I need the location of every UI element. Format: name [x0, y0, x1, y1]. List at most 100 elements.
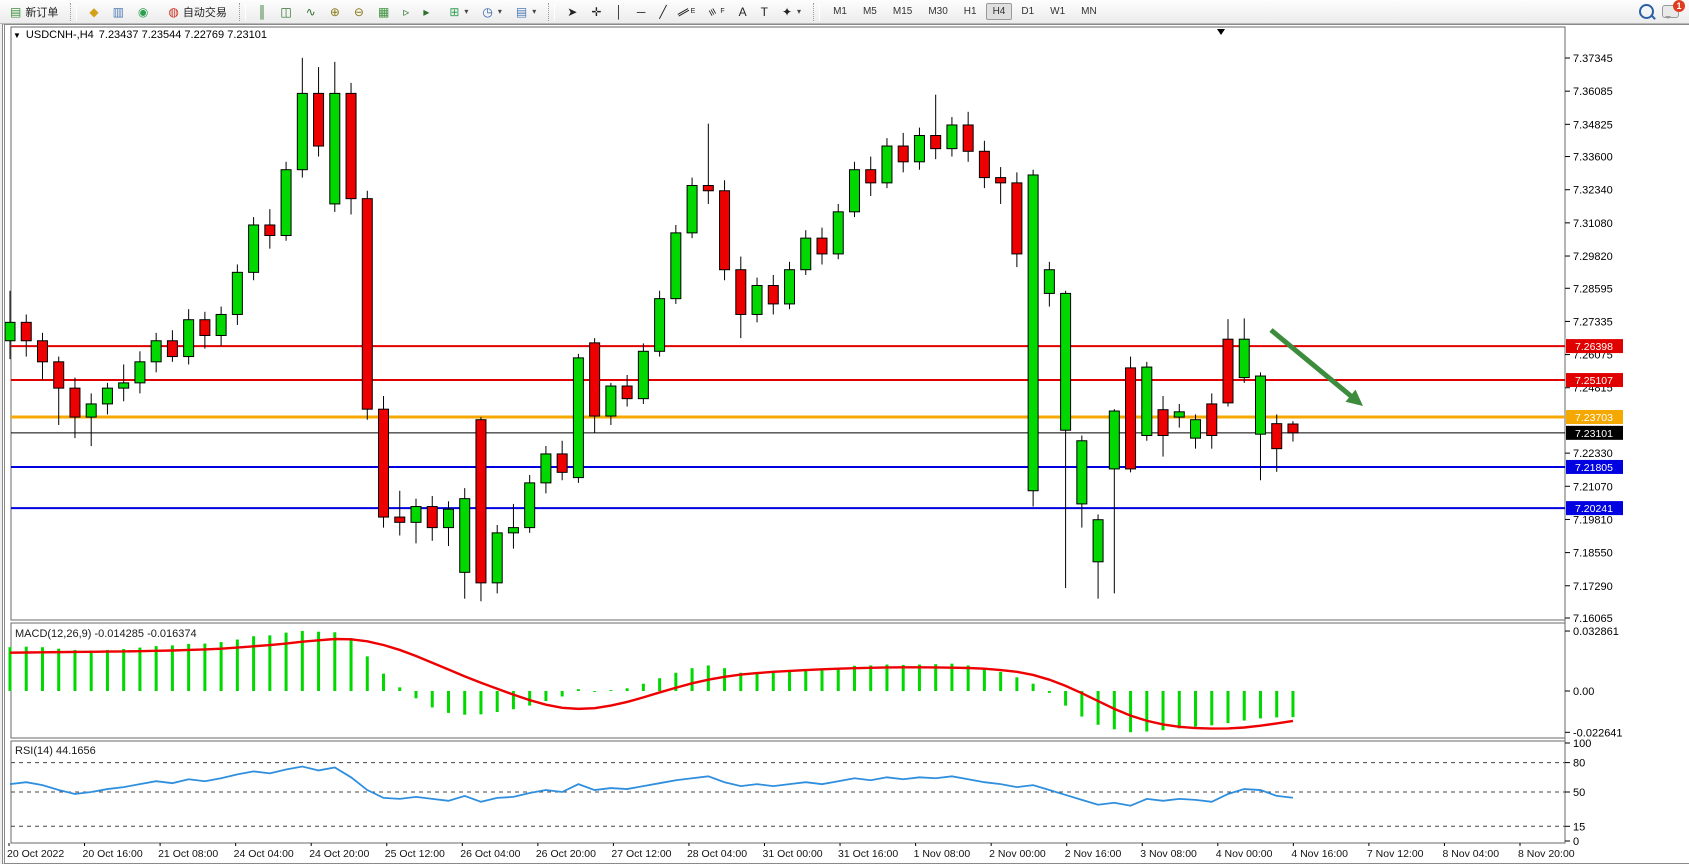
timeframe-button-m5[interactable]: M5: [862, 6, 877, 17]
candle-body: [930, 135, 942, 150]
candle-body: [426, 506, 438, 529]
candle-body: [442, 508, 454, 529]
timeframe-button-d1[interactable]: D1: [1021, 6, 1035, 17]
toolbar-separator: [548, 2, 556, 21]
candle-body: [134, 361, 146, 384]
candle-body: [1125, 367, 1137, 470]
channel-button[interactable]: ∥ E: [675, 3, 702, 21]
cursor-button[interactable]: ➤: [561, 3, 583, 21]
text-button[interactable]: A: [733, 3, 753, 21]
svg-text:7.25107: 7.25107: [1575, 375, 1613, 387]
bar-chart-button[interactable]: ║: [252, 3, 273, 21]
chevron-down-icon: ▾: [464, 7, 469, 16]
fibonacci-button[interactable]: ≡ F: [703, 3, 730, 21]
timeframe-button-h1[interactable]: H1: [963, 6, 977, 17]
candlestick-button[interactable]: ◫: [274, 3, 297, 21]
candle-body: [20, 321, 32, 342]
chart-shift-button[interactable]: ▹: [397, 3, 415, 21]
candle-body: [183, 319, 195, 358]
templates-button[interactable]: ▤ ▾: [510, 3, 542, 21]
timeframe-button-m30[interactable]: M30: [928, 6, 948, 17]
price-level-badge: [1566, 373, 1623, 388]
candle-body: [475, 419, 487, 584]
vertical-line-button[interactable]: │: [609, 3, 629, 21]
time-axis-label: 20 Oct 16:00: [83, 848, 143, 860]
zoom-out-button[interactable]: ⊖: [348, 3, 370, 21]
candle-body: [589, 342, 601, 417]
search-icon[interactable]: [1639, 4, 1654, 19]
text-icon: A: [738, 4, 747, 19]
shapes-button[interactable]: ✦ ▾: [776, 3, 807, 21]
main-toolbar: ▤ 新订单 ◆ ▥ ◉ ◍ 自动交易 ║ ◫ ∿ ⊕ ⊖ ▦ ▹ ▸ ⊞ ▾ ◷ ▾ ▤ ▾ ➤ ✛ │ ─ ╱ ∥ E…: [0, 0, 1689, 24]
timeframe-button-w1[interactable]: W1: [1050, 6, 1066, 17]
candle-body: [361, 198, 373, 410]
vertical-line-icon: │: [615, 4, 623, 19]
chevron-down-icon: ▾: [797, 7, 802, 16]
time-axis-label: 28 Oct 04:00: [687, 848, 747, 860]
chart-pane[interactable]: [10, 622, 1566, 739]
crosshair-button[interactable]: ✛: [585, 3, 607, 21]
candle-body: [296, 92, 308, 171]
candle-body: [686, 185, 698, 234]
candle-body: [946, 124, 958, 150]
candle-body: [507, 527, 519, 534]
market-watch-icon: ▥: [112, 4, 124, 19]
candle-body: [1092, 519, 1104, 563]
svg-text:7.16065: 7.16065: [1573, 613, 1613, 625]
timeframe-button-h4[interactable]: H4: [985, 3, 1013, 20]
svg-text:7.21805: 7.21805: [1575, 462, 1613, 474]
svg-text:0.032861: 0.032861: [1573, 626, 1619, 638]
candle-body: [1076, 440, 1088, 505]
candle-body: [69, 387, 81, 418]
candle-body: [1254, 375, 1266, 435]
timeframe-button-m1[interactable]: M1: [833, 6, 847, 17]
time-axis-label: 8 Nov 04:00: [1442, 848, 1499, 860]
periods-button[interactable]: ◷ ▾: [476, 3, 508, 21]
svg-text:7.33600: 7.33600: [1573, 152, 1613, 164]
candle-body: [1173, 411, 1185, 418]
new-order-button[interactable]: ▤ 新订单: [4, 1, 64, 23]
price-chart-canvas[interactable]: 7.37345 7.36085 7.34825 7.33600 7.32340 7.310…: [5, 25, 1689, 863]
indicators-icon: ⊞: [449, 4, 460, 19]
new-order-label: 新订单: [25, 6, 59, 19]
chart-window: ▼ USDCNH-,H4 7.23437 7.23544 7.22769 7.2…: [2, 24, 1689, 864]
svg-text:-0.022641: -0.022641: [1573, 727, 1623, 739]
profile-button[interactable]: ◆: [83, 3, 104, 21]
auto-scroll-marker: [1217, 29, 1225, 35]
signal-button[interactable]: ◉: [132, 3, 154, 21]
time-axis-label: 21 Oct 08:00: [158, 848, 218, 860]
candle-body: [865, 169, 877, 184]
horizontal-line-button[interactable]: ─: [631, 3, 652, 21]
svg-text:50: 50: [1573, 787, 1585, 799]
chat-icon[interactable]: 1: [1662, 0, 1685, 19]
time-axis-label: 31 Oct 00:00: [763, 848, 823, 860]
candle-body: [53, 361, 65, 389]
tile-windows-button[interactable]: ▦: [372, 3, 395, 21]
templates-icon: ▤: [515, 4, 528, 19]
line-chart-button[interactable]: ∿: [300, 3, 322, 21]
candle-body: [913, 135, 925, 163]
label-button[interactable]: T: [755, 3, 774, 21]
autotrade-button[interactable]: ◍ 自动交易: [162, 1, 232, 23]
zoom-in-button[interactable]: ⊕: [324, 3, 346, 21]
candle-body: [459, 498, 471, 573]
symbol-dropdown-icon[interactable]: ▼: [13, 30, 21, 40]
timeframe-button-mn[interactable]: MN: [1081, 6, 1097, 17]
auto-scroll-button[interactable]: ▸: [417, 3, 435, 21]
svg-text:7.26398: 7.26398: [1575, 341, 1613, 353]
candle-body: [1043, 269, 1055, 294]
time-axis-label: 7 Nov 12:00: [1367, 848, 1424, 860]
candle-body: [329, 92, 341, 205]
annotation-arrow[interactable]: [1269, 328, 1357, 402]
zoom-out-icon: ⊖: [353, 4, 364, 19]
indicators-button[interactable]: ⊞ ▾: [443, 3, 474, 21]
candle-body: [654, 298, 666, 352]
svg-text:7.29820: 7.29820: [1573, 251, 1613, 263]
macd-signal-line: [9, 637, 1294, 730]
timeframe-button-m15[interactable]: M15: [892, 6, 913, 17]
svg-text:7.21070: 7.21070: [1573, 481, 1613, 493]
chart-symbol-header[interactable]: ▼ USDCNH-,H4 7.23437 7.23544 7.22769 7.2…: [13, 29, 267, 41]
chart-pane[interactable]: [10, 26, 1566, 621]
trendline-button[interactable]: ╱: [653, 3, 672, 21]
market-watch-button[interactable]: ▥: [107, 3, 130, 21]
